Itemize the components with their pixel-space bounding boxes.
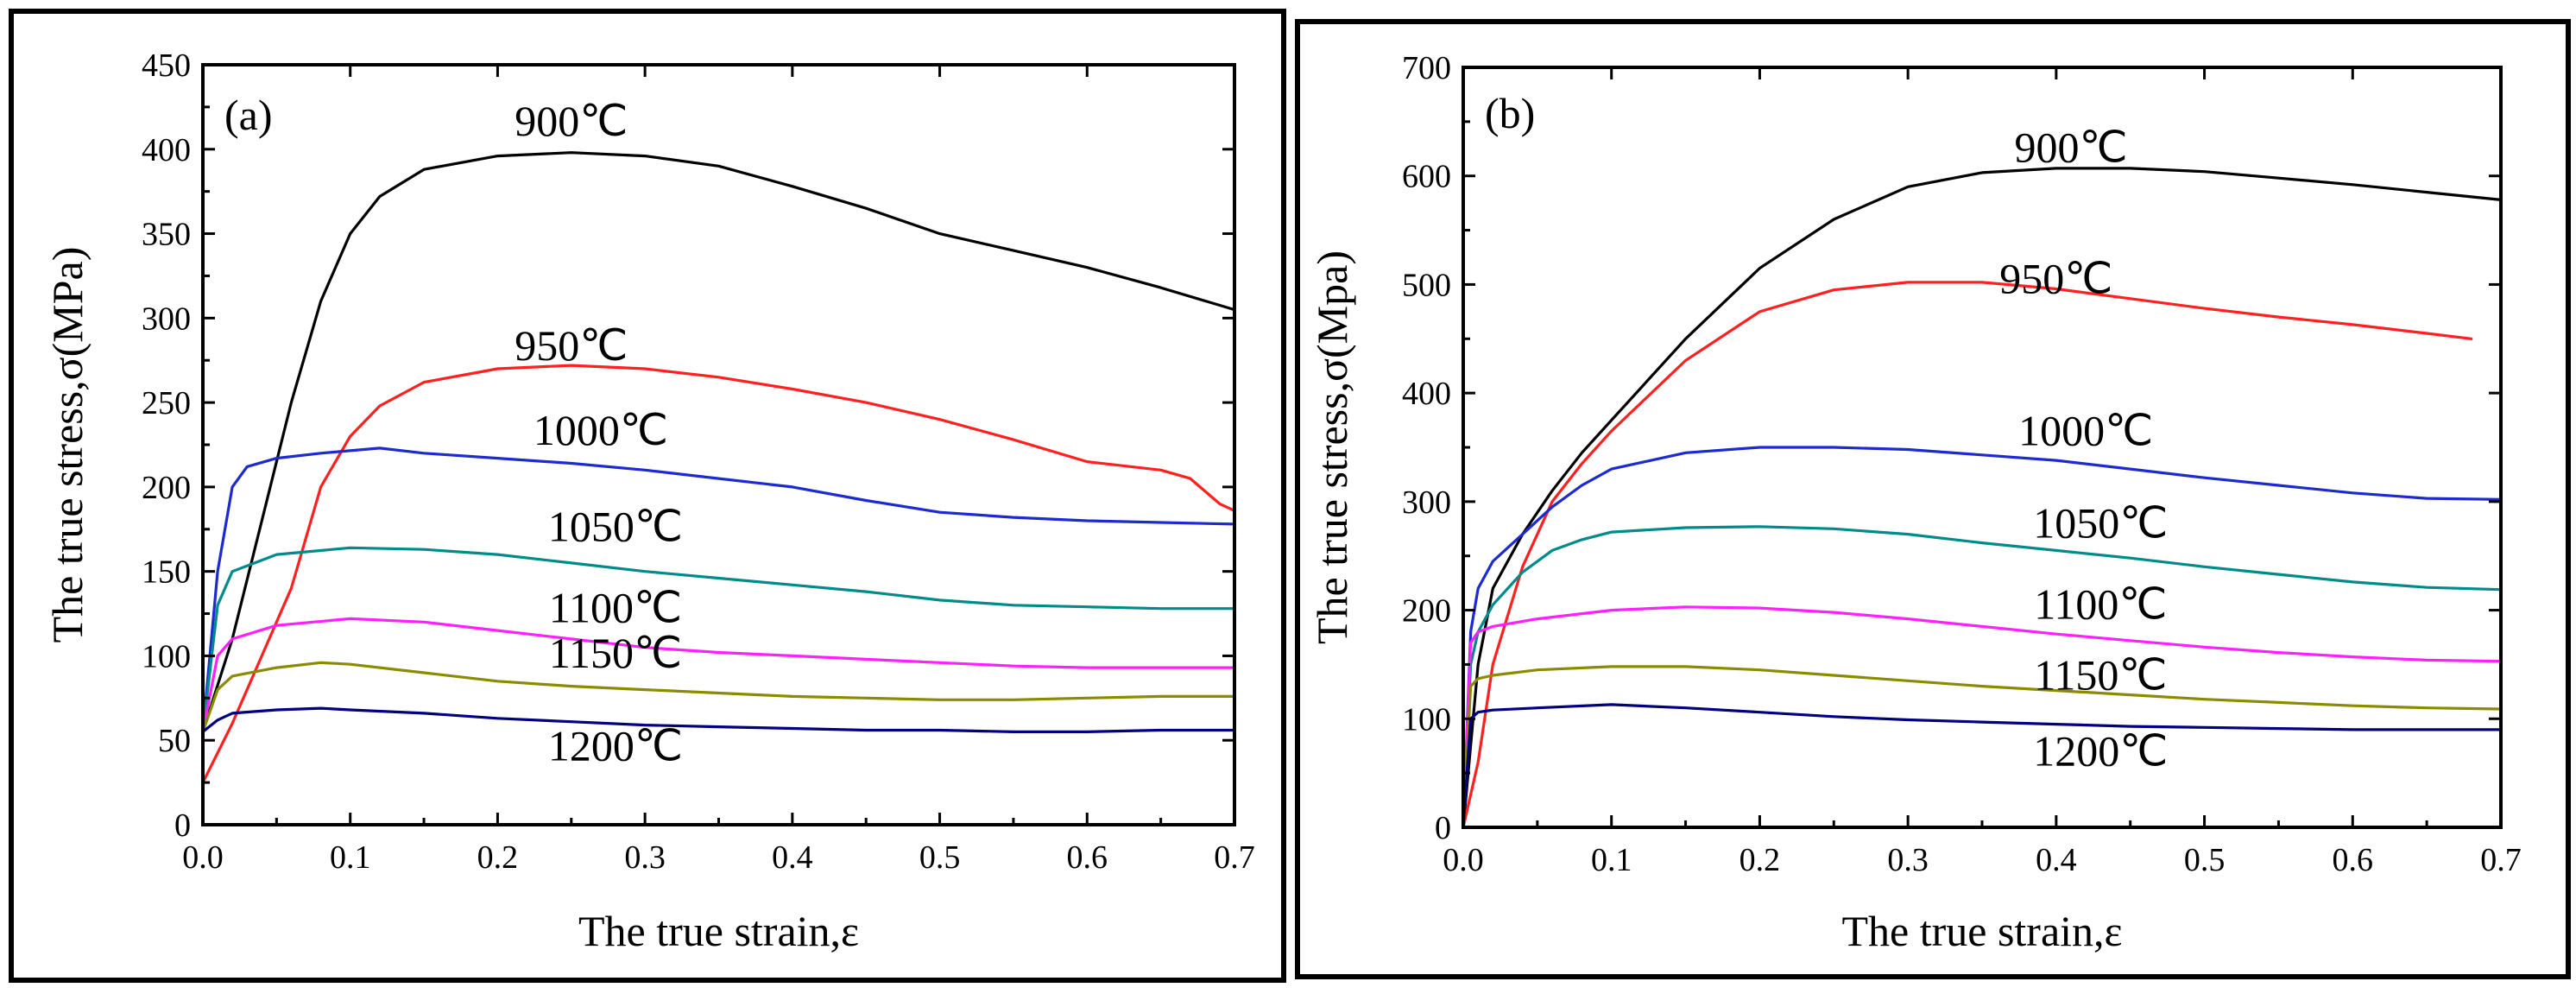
panel-b-series-line-4 [1462,605,2503,829]
panel-b-series-line-2 [1462,446,2503,829]
panel-a-chart: 0.0 0.1 0.2 0.3 0.4 0.5 0.6 0.7 0 50 100 150 200 250 3… [43,47,1255,955]
panel-b-series-line-1 [1462,281,2473,829]
panel-b-x-tick-label: 0.4 [2036,842,2077,878]
panel-b-y-tick-label: 500 [1402,267,1451,303]
panel-b-x-tick-label: 0.7 [2480,842,2522,878]
panel-a-series-label-2: 1000℃ [534,406,668,454]
panel-b-series-label-0: 900℃ [2014,123,2127,171]
panel-a-x-tick-label: 0.2 [477,839,519,876]
panel-a-label: (a) [224,91,273,139]
panel-b-y-axis-title: The true stress,σ(Mpa) [1308,250,1356,644]
panel-b-x-axis-title: The true strain,ε [1841,907,2122,955]
panel-a-y-tick-label: 450 [142,47,191,84]
panel-b-series-label-6: 1200℃ [2033,726,2168,775]
panel-b-x-tick-label: 0.0 [1443,842,1484,878]
panel-a-x-tick-label: 0.0 [182,839,224,876]
panel-a-series-label-4: 1100℃ [549,583,682,631]
panel-a-y-tick-label: 250 [142,385,191,421]
panel-a-series-label-6: 1200℃ [548,722,683,770]
panel-b-y-tick-label: 100 [1402,701,1451,738]
panel-b-x-tick-label: 0.2 [1739,842,1781,878]
panel-b-x-tick-label: 0.5 [2184,842,2226,878]
panel-b-y-tick-label: 200 [1402,593,1451,630]
panel-b-x-tick-label: 0.6 [2333,842,2374,878]
panel-a-y-tick-label: 300 [142,301,191,337]
panel-a-series-label-1: 950℃ [515,321,628,370]
panel-a-x-axis-title: The true strain,ε [578,907,859,955]
panel-a-y-tick-label: 400 [142,132,191,168]
panel-b-series-label-2: 1000℃ [2018,406,2153,454]
panel-a-y-tick-label: 150 [142,554,191,591]
panel-a-series-line-3 [201,546,1236,734]
panel-a-series-line-2 [201,446,1236,734]
panel-b-label: (b) [1485,89,1535,137]
panel-b-x-tick-label: 0.3 [1887,842,1929,878]
panel-a-y-tick-label: 350 [142,217,191,253]
panel-b-plot-frame [1462,66,2503,829]
panel-b-y-tick-label: 400 [1402,376,1451,412]
panel-b-y-tick-label: 0 [1435,810,1451,846]
panel-a-x-tick-label: 0.5 [919,839,961,876]
panel-b-series-line-5 [1462,665,2503,829]
panel-b-series-line-6 [1462,703,2503,829]
panel-a-series-label-3: 1050℃ [548,502,683,550]
panel-a-series-line-5 [201,661,1236,734]
panel-b-y-tick-label: 300 [1402,484,1451,521]
panel-a-series-line-6 [201,706,1236,734]
panel-a-y-axis-title: The true stress,σ(MPa) [43,247,92,643]
panel-b-chart: 0.0 0.1 0.2 0.3 0.4 0.5 0.6 0.7 0 100 200 300 400 500… [1308,50,2522,955]
panel-a-series-label-5: 1150℃ [549,629,682,677]
panel-a-x-tick-label: 0.3 [624,839,666,876]
panel-a-x-tick-label: 0.1 [330,839,371,876]
panel-a-y-tick-label: 200 [142,470,191,506]
panel-b-series-label-1: 950℃ [1999,254,2112,302]
panel-a-frame [9,9,1286,983]
panel-a-x-tick-label: 0.6 [1067,839,1108,876]
panel-a-series-label-0: 900℃ [515,97,628,145]
panel-a-y-tick-label: 50 [158,723,191,759]
panel-a-x-tick-label: 0.7 [1214,839,1255,876]
panel-b-y-tick-label: 700 [1402,50,1451,86]
panel-b-series-line-3 [1462,525,2503,829]
panel-b-frame [1295,19,2571,979]
panel-a-series-line-4 [201,617,1236,734]
panel-a-x-tick-label: 0.4 [772,839,813,876]
panel-b-x-tick-label: 0.1 [1591,842,1632,878]
panel-a-y-tick-label: 0 [174,807,191,844]
panel-b-series-label-4: 1100℃ [2034,580,2167,629]
panel-b-y-tick-label: 600 [1402,159,1451,195]
panel-b-series-label-5: 1150℃ [2034,650,2167,699]
panel-a-series-line-1 [201,364,1236,784]
panel-a-y-tick-label: 100 [142,638,191,674]
panel-b-series-label-3: 1050℃ [2033,498,2168,547]
panel-a-series-line-0 [201,151,1236,734]
